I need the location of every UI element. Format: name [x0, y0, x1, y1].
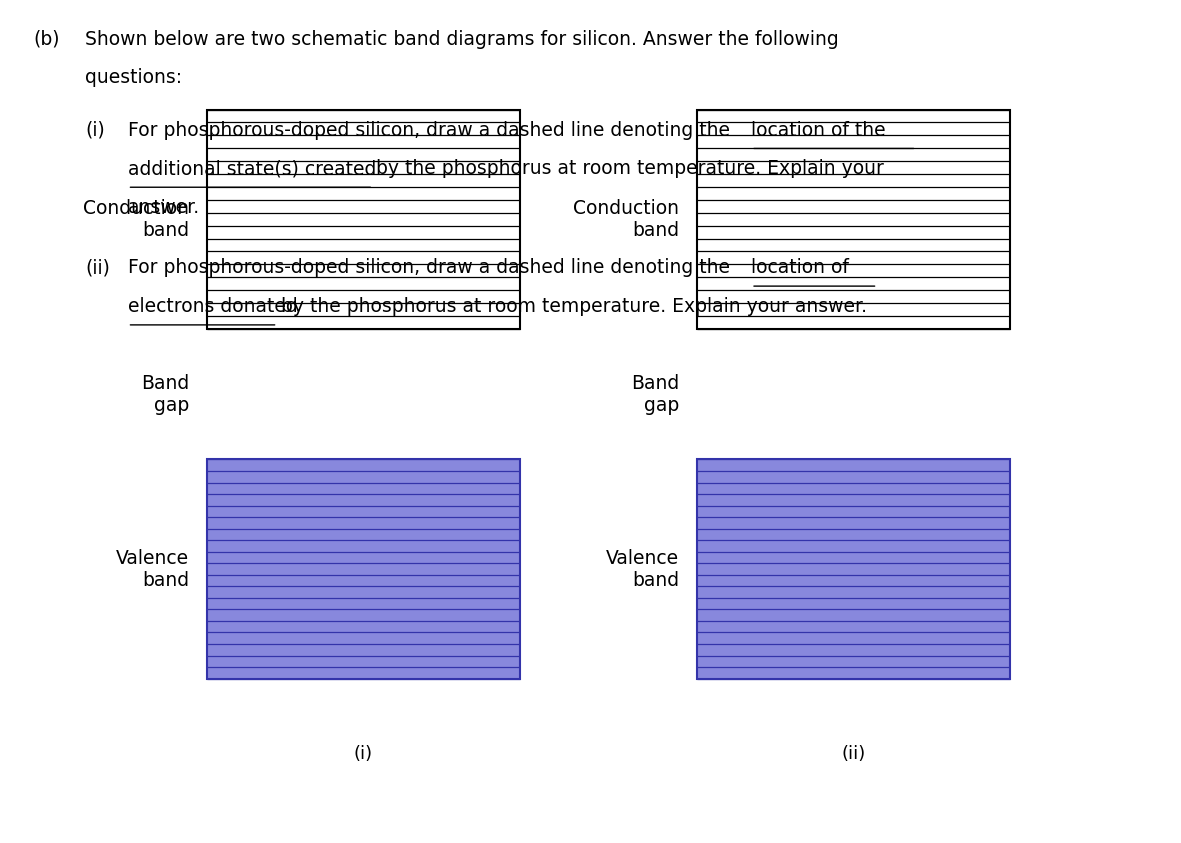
Bar [207, 459, 520, 679]
Text: location of: location of [751, 258, 849, 277]
Text: by the phosphorus at room temperature. Explain your: by the phosphorus at room temperature. E… [376, 159, 883, 179]
Text: electrons donated: electrons donated [128, 297, 298, 316]
Text: (ii): (ii) [85, 258, 110, 277]
Text: Band
gap: Band gap [631, 373, 679, 415]
Text: Conduction
band: Conduction band [573, 199, 679, 239]
Text: answer.: answer. [128, 198, 200, 217]
Text: Band
gap: Band gap [141, 373, 189, 415]
Bar [697, 459, 1010, 679]
Text: additional state(s) created: additional state(s) created [128, 159, 376, 179]
Text: location of the: location of the [751, 121, 886, 140]
Text: For phosphorous-doped silicon, draw a dashed line denoting the: For phosphorous-doped silicon, draw a da… [128, 121, 730, 140]
Text: Conduction
band: Conduction band [83, 199, 189, 239]
Text: (b): (b) [33, 30, 59, 49]
Bar [697, 110, 1010, 329]
Text: (ii): (ii) [841, 745, 866, 764]
Text: questions:: questions: [85, 68, 182, 88]
Text: Shown below are two schematic band diagrams for silicon. Answer the following: Shown below are two schematic band diagr… [85, 30, 839, 49]
Text: (i): (i) [85, 121, 105, 140]
Text: by the phosphorus at room temperature. Explain your answer.: by the phosphorus at room temperature. E… [281, 297, 867, 316]
Bar [207, 110, 520, 329]
Text: Valence
band: Valence band [116, 549, 189, 589]
Text: (i): (i) [353, 745, 373, 764]
Text: Valence
band: Valence band [606, 549, 679, 589]
Text: For phosphorous-doped silicon, draw a dashed line denoting the: For phosphorous-doped silicon, draw a da… [128, 258, 730, 277]
